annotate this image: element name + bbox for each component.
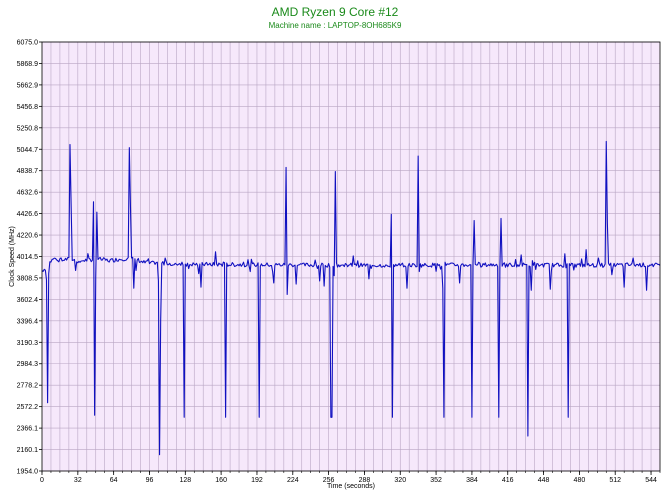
y-tick-label: 2366.1 xyxy=(17,426,39,433)
y-tick-label: 3190.3 xyxy=(17,340,39,347)
y-tick-label: 4014.5 xyxy=(17,254,39,261)
plot-frame xyxy=(41,41,661,472)
y-tick-label: 2160.1 xyxy=(17,447,39,454)
x-tick-label: 416 xyxy=(502,477,514,484)
y-tick-label: 5250.8 xyxy=(17,125,39,132)
x-tick-label: 288 xyxy=(359,477,371,484)
x-tick-label: 160 xyxy=(215,477,227,484)
y-axis-label: Clock Speed (MHz) xyxy=(9,226,16,287)
x-tick-label: 96 xyxy=(146,477,154,484)
y-tick-label: 5868.9 xyxy=(17,61,39,68)
x-tick-label: 544 xyxy=(645,477,657,484)
x-tick-label: 32 xyxy=(74,477,82,484)
grid xyxy=(42,41,660,472)
y-tick-label: 3396.4 xyxy=(17,318,39,325)
y-tick-label: 5662.9 xyxy=(17,82,39,89)
y-tick-label: 2984.3 xyxy=(17,361,39,368)
y-tick-label: 1954.0 xyxy=(17,469,39,476)
x-tick-label: 512 xyxy=(609,477,621,484)
chart-subtitle: Machine name : LAPTOP-8OH685K9 xyxy=(268,21,402,30)
x-tick-label: 384 xyxy=(466,477,478,484)
y-tick-label: 4426.6 xyxy=(17,211,39,218)
x-tick-label: 64 xyxy=(110,477,118,484)
x-tick-label: 480 xyxy=(574,477,586,484)
chart-title: AMD Ryzen 9 Core #12 xyxy=(271,5,399,19)
x-axis-label: Time (seconds) xyxy=(327,483,375,490)
y-tick-label: 4220.6 xyxy=(17,233,39,240)
y-tick-label: 6075.0 xyxy=(17,40,39,47)
x-tick-label: 448 xyxy=(538,477,550,484)
y-tick-label: 3808.5 xyxy=(17,275,39,282)
series-line xyxy=(41,140,661,456)
y-tick-label: 3602.4 xyxy=(17,297,39,304)
x-tick-label: 192 xyxy=(251,477,263,484)
x-tick-label: 352 xyxy=(430,477,442,484)
y-tick-label: 2778.2 xyxy=(17,383,39,390)
series-layer xyxy=(41,140,661,456)
y-tick-label: 4838.7 xyxy=(17,168,39,175)
x-tick-label: 0 xyxy=(40,477,44,484)
y-tick-label: 5456.8 xyxy=(17,104,39,111)
y-tick-label: 5044.7 xyxy=(17,147,39,154)
axes: 1954.0 2160.1 2366.1 2572.2 2778.2 2984.3 3190… xyxy=(17,40,661,484)
y-tick-label: 2572.2 xyxy=(17,404,39,411)
x-tick-label: 128 xyxy=(179,477,191,484)
x-tick-label: 256 xyxy=(323,477,335,484)
y-tick-label: 4632.6 xyxy=(17,190,39,197)
x-tick-label: 224 xyxy=(287,477,299,484)
x-tick-label: 320 xyxy=(394,477,406,484)
